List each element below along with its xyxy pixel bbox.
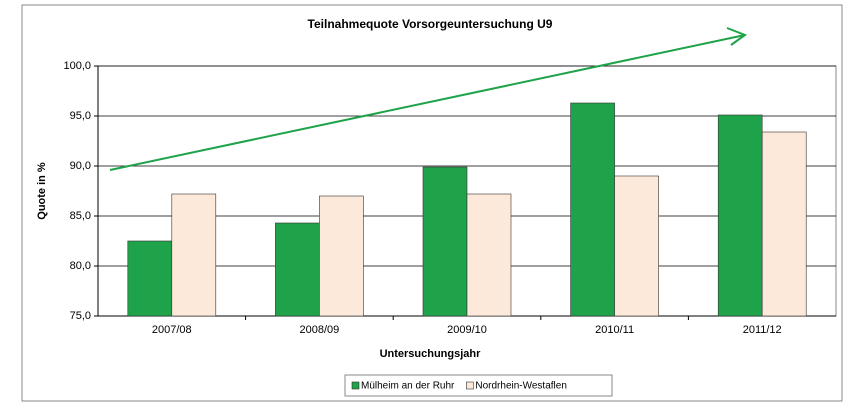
x-tick-label: 2008/09	[300, 324, 340, 336]
y-axis-label: Quote in %	[36, 162, 48, 220]
bar	[761, 131, 807, 317]
x-axis-label: Untersuchungsjahr	[380, 348, 482, 360]
plot-area: 75,0 80,0 85,0 90,0 95,0 100,0 2007/08 2008/09 2…	[63, 60, 837, 336]
y-tick-label: 80,0	[70, 260, 91, 272]
bar	[466, 193, 512, 317]
bar	[614, 175, 659, 317]
bar	[319, 195, 364, 317]
bar	[570, 102, 615, 317]
y-tick-label: 95,0	[70, 110, 91, 122]
x-tick-label: 2010/11	[595, 324, 634, 336]
y-tick-label: 75,0	[70, 310, 91, 322]
legend-label: Nordrhein-Westaflen	[475, 381, 567, 392]
legend-label: Mülheim an der Ruhr	[361, 381, 455, 392]
bar	[275, 222, 320, 317]
legend-swatch	[466, 381, 474, 390]
bar	[717, 114, 763, 317]
y-tick-label: 90,0	[70, 160, 91, 172]
x-tick-label: 2009/10	[447, 324, 487, 336]
legend-items: Mülheim an der Ruhr Nordrhein-Westaflen	[351, 381, 567, 392]
x-tick-label: 2011/12	[743, 324, 782, 336]
trend-arrow	[109, 27, 748, 171]
legend	[344, 374, 613, 397]
bar	[127, 240, 173, 317]
bar	[422, 166, 468, 317]
y-tick-label: 100,0	[63, 60, 91, 72]
chart-title: Teilnahmequote Vorsorgeuntersuchung U9	[308, 17, 553, 31]
x-tick-label: 2007/08	[152, 324, 192, 336]
y-tick-label: 85,0	[70, 210, 91, 222]
bar	[171, 193, 217, 317]
legend-swatch	[351, 381, 360, 390]
